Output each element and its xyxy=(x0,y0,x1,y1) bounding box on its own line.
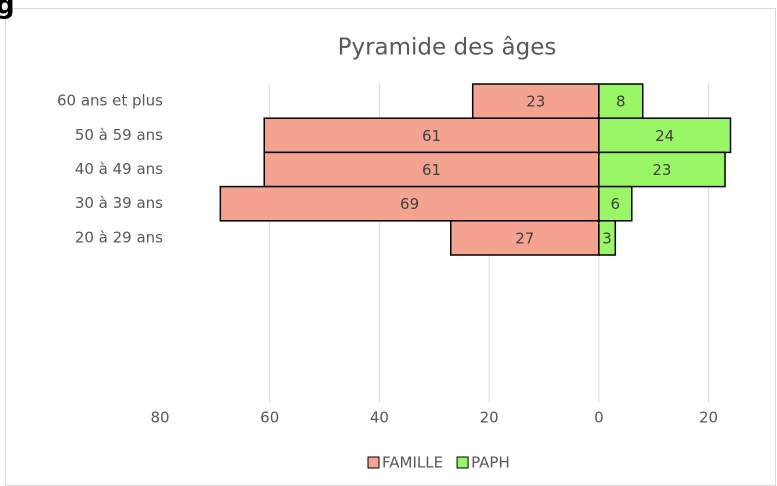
x-tick-label: 80 xyxy=(150,409,169,427)
data-label: 6 xyxy=(611,195,621,213)
heading: g xyxy=(0,0,15,21)
x-tick-label: 40 xyxy=(370,409,389,427)
x-tick-label: 20 xyxy=(699,409,718,427)
data-label: 24 xyxy=(655,127,674,145)
bar xyxy=(598,185,633,222)
bar xyxy=(449,220,600,256)
legend-label: PAPH xyxy=(471,454,510,472)
data-label: 3 xyxy=(602,229,612,247)
data-label: 27 xyxy=(515,229,534,247)
bar xyxy=(598,117,732,154)
data-label: 23 xyxy=(526,93,545,111)
legend-swatch xyxy=(456,456,469,469)
data-label: 69 xyxy=(400,195,419,213)
category-label: 40 à 49 ans xyxy=(75,160,163,178)
data-label: 23 xyxy=(652,161,671,179)
bar xyxy=(219,185,600,222)
bar xyxy=(263,151,600,188)
chart-title: Pyramide des âges xyxy=(338,35,557,61)
category-label: 20 à 29 ans xyxy=(75,228,163,246)
bar xyxy=(598,220,617,256)
category-label: 50 à 59 ans xyxy=(75,126,163,144)
legend-label: FAMILLE xyxy=(382,454,443,472)
data-label: 61 xyxy=(422,161,441,179)
x-tick-label: 20 xyxy=(480,409,499,427)
legend-swatch xyxy=(367,456,380,469)
chart-border xyxy=(5,8,776,486)
data-label: 8 xyxy=(616,93,626,111)
x-tick-label: 60 xyxy=(260,409,279,427)
category-label: 30 à 39 ans xyxy=(75,194,163,212)
data-label: 61 xyxy=(422,127,441,145)
bar xyxy=(471,83,600,119)
bar xyxy=(263,117,600,154)
category-label: 60 ans et plus xyxy=(57,92,163,110)
bar xyxy=(598,151,726,188)
x-tick-label: 0 xyxy=(594,409,604,427)
